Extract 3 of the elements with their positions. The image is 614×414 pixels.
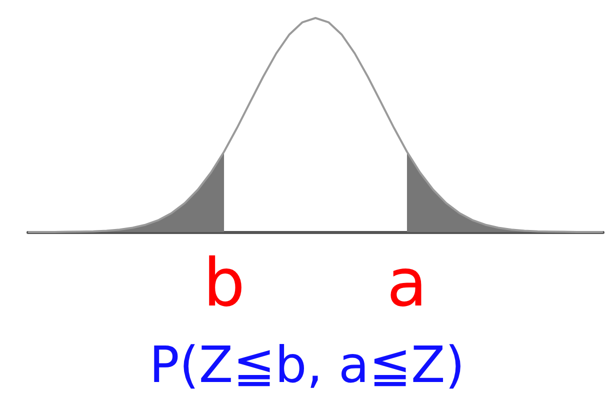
x-tick-label: b xyxy=(203,244,245,322)
x-tick-label: a xyxy=(386,244,428,322)
text: P(Z≦b, a≦Z) xyxy=(149,336,465,394)
